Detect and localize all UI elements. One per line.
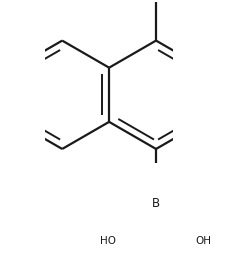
Text: OH: OH bbox=[196, 236, 212, 246]
Text: B: B bbox=[152, 197, 160, 210]
Text: HO: HO bbox=[100, 236, 116, 246]
